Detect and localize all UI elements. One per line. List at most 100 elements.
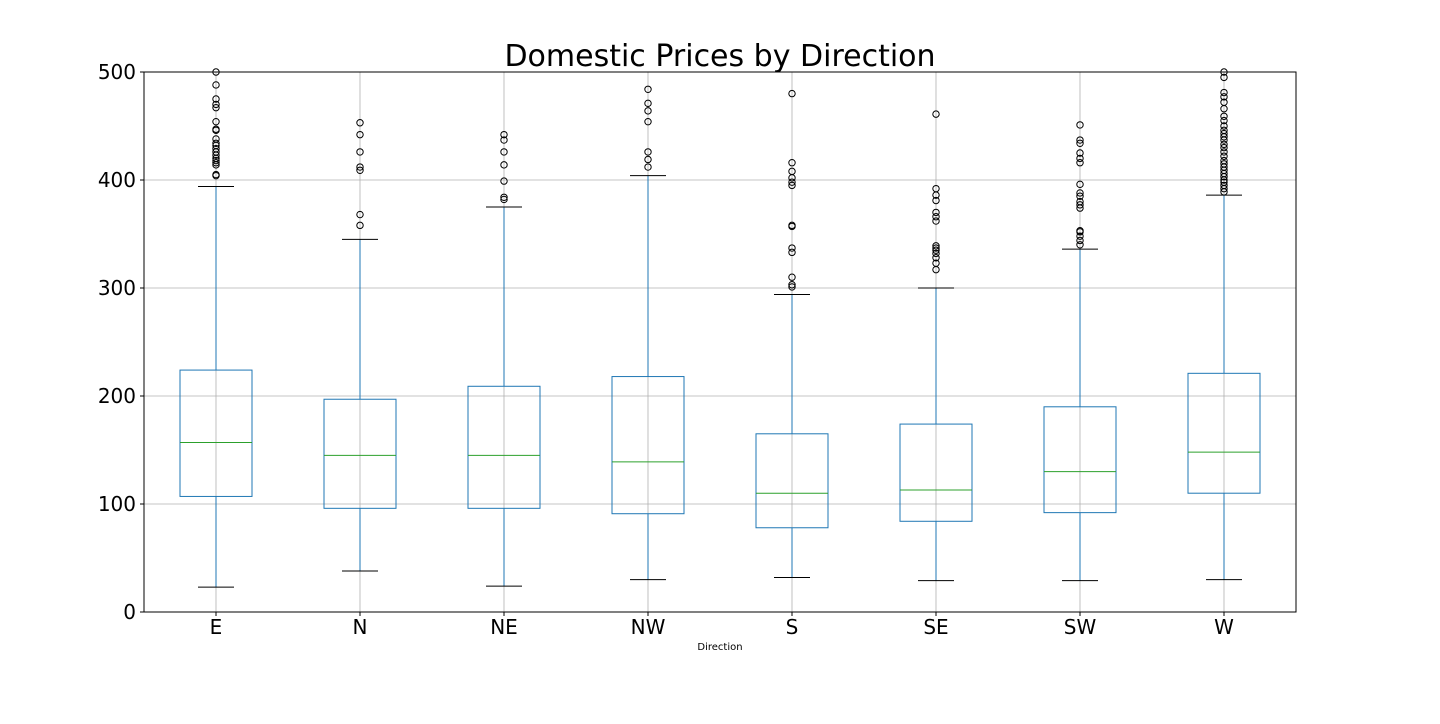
outlier-point <box>212 117 220 126</box>
outlier-point <box>500 136 508 144</box>
outlier-point <box>1076 227 1084 235</box>
box-group-s <box>755 89 829 578</box>
outlier-point <box>212 81 220 89</box>
outlier-point <box>1076 236 1084 245</box>
y-tick-label: 0 <box>123 600 136 624</box>
outlier-point <box>644 148 652 156</box>
outlier-point <box>1076 180 1084 189</box>
iqr-box <box>467 385 541 509</box>
outlier-point <box>1220 116 1228 125</box>
y-tick-label: 100 <box>98 492 136 516</box>
outlier-point <box>212 103 220 112</box>
outlier-point <box>932 217 940 225</box>
outlier-point <box>212 95 220 103</box>
outlier-point <box>1220 143 1228 152</box>
iqr-box <box>1043 406 1117 514</box>
outlier-point <box>932 196 940 205</box>
iqr-box <box>899 423 973 522</box>
x-axis-label: Direction <box>697 642 742 653</box>
outlier-point <box>788 181 796 190</box>
outlier-point <box>212 100 220 109</box>
outlier-point <box>1076 192 1084 200</box>
outlier-point <box>788 273 796 281</box>
outlier-point <box>212 125 220 133</box>
outlier-point <box>1220 160 1228 168</box>
outlier-point <box>1220 93 1228 101</box>
outlier-point <box>1220 181 1228 190</box>
outlier-point <box>932 259 940 267</box>
iqr-box <box>1187 372 1261 494</box>
outlier-point <box>1220 129 1228 138</box>
y-tick-label: 300 <box>98 276 136 300</box>
x-tick-label-se: SE <box>923 615 948 639</box>
outlier-point <box>500 148 508 156</box>
outlier-point <box>1076 154 1084 163</box>
outlier-point <box>212 135 220 143</box>
outlier-point <box>1076 149 1084 157</box>
outlier-point <box>500 195 508 204</box>
iqr-box <box>323 398 397 509</box>
outlier-point <box>932 242 940 250</box>
outlier-point <box>356 119 364 127</box>
outlier-point <box>500 130 508 139</box>
outlier-point <box>1220 88 1228 97</box>
outlier-point <box>788 89 796 98</box>
outlier-point <box>212 139 220 147</box>
outlier-point <box>212 156 220 165</box>
outlier-point <box>212 159 220 167</box>
box-group-e <box>179 68 253 588</box>
outlier-point <box>500 193 508 201</box>
y-tick-label: 200 <box>98 384 136 408</box>
outlier-point <box>1076 197 1084 206</box>
outlier-point <box>788 244 796 252</box>
outlier-point <box>644 85 652 93</box>
outlier-point <box>644 107 652 115</box>
outlier-point <box>500 161 508 169</box>
x-tick-label-e: E <box>210 615 223 639</box>
outlier-point <box>1220 112 1228 120</box>
outlier-point <box>932 246 940 254</box>
outlier-point <box>932 249 940 258</box>
outlier-point <box>356 130 364 139</box>
outlier-point <box>212 170 220 179</box>
outlier-point <box>1076 121 1084 129</box>
y-tick-label: 400 <box>98 168 136 192</box>
iqr-box <box>611 376 685 515</box>
outlier-point <box>1220 122 1228 130</box>
outlier-point <box>932 244 940 252</box>
outlier-point <box>788 159 796 167</box>
outlier-point <box>644 155 652 164</box>
outlier-point <box>500 177 508 185</box>
x-tick-label-w: W <box>1214 615 1234 639</box>
outlier-point <box>356 221 364 230</box>
x-tick-label-s: S <box>786 615 799 639</box>
outlier-point <box>932 213 940 221</box>
outlier-point <box>644 163 652 171</box>
outlier-point <box>1076 189 1084 197</box>
outlier-point <box>788 167 796 176</box>
outlier-point <box>1076 241 1084 249</box>
y-tick-label: 500 <box>98 60 136 84</box>
outlier-point <box>788 248 796 257</box>
outlier-point <box>788 283 796 291</box>
outlier-point <box>788 178 796 186</box>
outlier-point <box>1076 139 1084 147</box>
outlier-point <box>788 221 796 230</box>
x-tick-label-ne: NE <box>490 615 518 639</box>
outlier-point <box>356 148 364 156</box>
outlier-point <box>1220 156 1228 165</box>
outlier-point <box>932 254 940 262</box>
box-group-se <box>899 110 973 582</box>
tick-layer: 0 100 200 300 400 500 E N NE NW S SE SW W <box>98 60 1234 639</box>
outlier-point <box>1076 136 1084 144</box>
outlier-point <box>1220 140 1228 149</box>
outlier-point <box>356 163 364 171</box>
outlier-point <box>644 117 652 126</box>
box-group-nw <box>611 85 685 581</box>
outlier-point <box>1076 201 1084 209</box>
outlier-point <box>932 208 940 217</box>
box-group-w <box>1187 68 1261 581</box>
outlier-point <box>356 166 364 174</box>
